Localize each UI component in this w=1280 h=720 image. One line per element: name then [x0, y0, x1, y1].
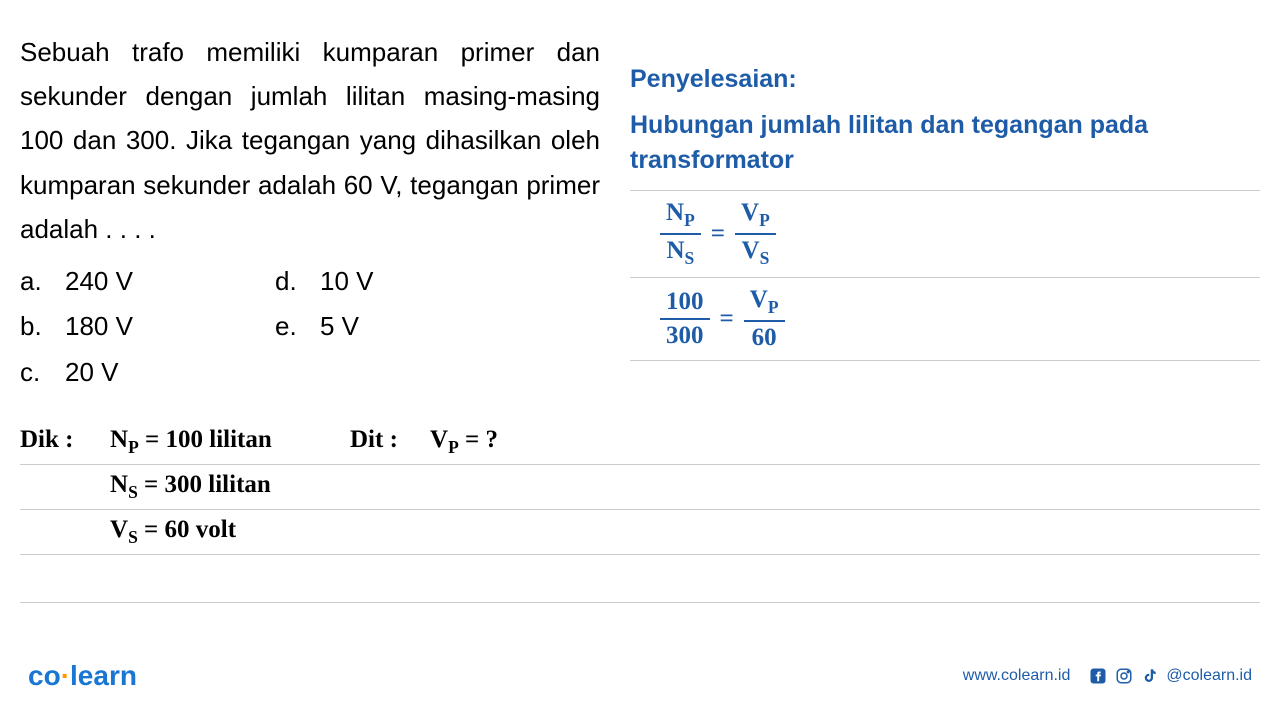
equals-sign: =: [711, 220, 725, 248]
option-value: 20 V: [65, 350, 275, 396]
option-label: a.: [20, 259, 65, 305]
eq-sub: P: [768, 297, 779, 317]
equation-2: 100 300 = VP 60: [630, 278, 1260, 361]
dik-row-3: VS = 60 volt: [20, 510, 1260, 555]
dik-row-2: NS = 300 lilitan: [20, 465, 1260, 510]
eq-den: V: [742, 237, 760, 264]
dik-np: NP = 100 lilitan: [110, 426, 350, 458]
eq-den: 300: [660, 320, 710, 350]
logo-text: co: [28, 660, 61, 691]
dik-row-1: Dik : NP = 100 lilitan Dit : VP = ?: [20, 420, 1260, 465]
dit-label: Dit :: [350, 426, 430, 458]
dik-label: Dik :: [20, 426, 110, 458]
logo-dot: ·: [61, 660, 70, 691]
question-text: Sebuah trafo memiliki kumparan primer da…: [20, 30, 600, 251]
website-text: www.colearn.id: [963, 667, 1071, 685]
eq-num: V: [741, 199, 759, 226]
footer: co·learn www.colearn.id @colearn.id: [0, 660, 1280, 692]
eq-sub: P: [759, 210, 770, 230]
empty-line: [20, 555, 1260, 603]
option-label: c.: [20, 350, 65, 396]
eq-num: V: [750, 286, 768, 313]
dik-ns: NS = 300 lilitan: [110, 471, 350, 503]
eq-num: N: [666, 199, 684, 226]
dit-vp: VP = ?: [430, 426, 498, 458]
eq-den: N: [666, 237, 684, 264]
social-handle: @colearn.id: [1166, 667, 1252, 685]
option-value: 10 V: [320, 259, 470, 305]
option-label: b.: [20, 304, 65, 350]
option-value: 240 V: [65, 259, 275, 305]
logo: co·learn: [28, 660, 137, 692]
facebook-icon: [1088, 666, 1108, 686]
eq-sub: S: [685, 248, 695, 268]
dik-vs: VS = 60 volt: [110, 516, 350, 548]
solution-title: Penyelesaian:: [630, 65, 1260, 94]
option-label: e.: [275, 304, 320, 350]
equation-1: NP NS = VP VS: [630, 190, 1260, 278]
equals-sign: =: [720, 305, 734, 333]
social-icons: @colearn.id: [1088, 666, 1252, 686]
eq-sub: S: [760, 248, 770, 268]
options-list: a. 240 V d. 10 V b. 180 V e. 5 V c. 20 V: [20, 259, 600, 396]
option-value: 5 V: [320, 304, 470, 350]
eq-num: 100: [660, 288, 710, 320]
tiktok-icon: [1140, 666, 1160, 686]
eq-den: 60: [746, 322, 783, 352]
eq-sub: P: [684, 210, 695, 230]
logo-text: learn: [70, 660, 137, 691]
instagram-icon: [1114, 666, 1134, 686]
option-value: 180 V: [65, 304, 275, 350]
option-label: d.: [275, 259, 320, 305]
solution-subtitle: Hubungan jumlah lilitan dan tegangan pad…: [630, 108, 1260, 178]
